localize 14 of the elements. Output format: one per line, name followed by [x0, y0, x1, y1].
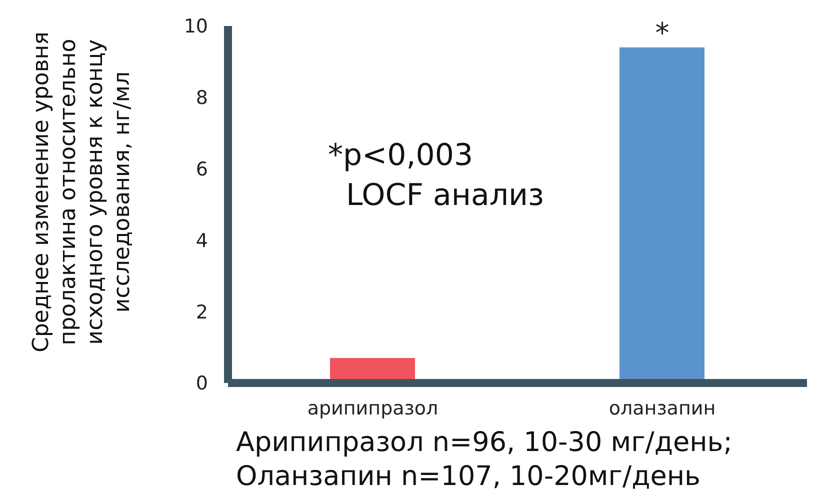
y-tick-label: 0 [196, 372, 208, 395]
y-tick-label: 6 [196, 158, 208, 181]
y-tick-label: 4 [196, 230, 208, 252]
y-tick-label: 10 [184, 16, 208, 38]
y-tick-label: 8 [196, 87, 208, 110]
annotation: * [655, 16, 670, 50]
y-axis-title: Среднее изменение уровня пролактина относительно исходного уровня к концу исследования, нг/мл [28, 30, 136, 354]
annotation: LOCF анализ [345, 177, 544, 215]
x-tick-label: арипипразол [307, 397, 438, 420]
text: Оланзапин n=107, 10-20мг/день [236, 460, 702, 494]
y-tick-label: 2 [196, 301, 208, 324]
x-tick-label: оланзапин [608, 397, 716, 420]
text: Арипипразол n=96, 10-30 мг/день; [236, 426, 732, 460]
annotation: *p<0,003 [328, 137, 474, 175]
